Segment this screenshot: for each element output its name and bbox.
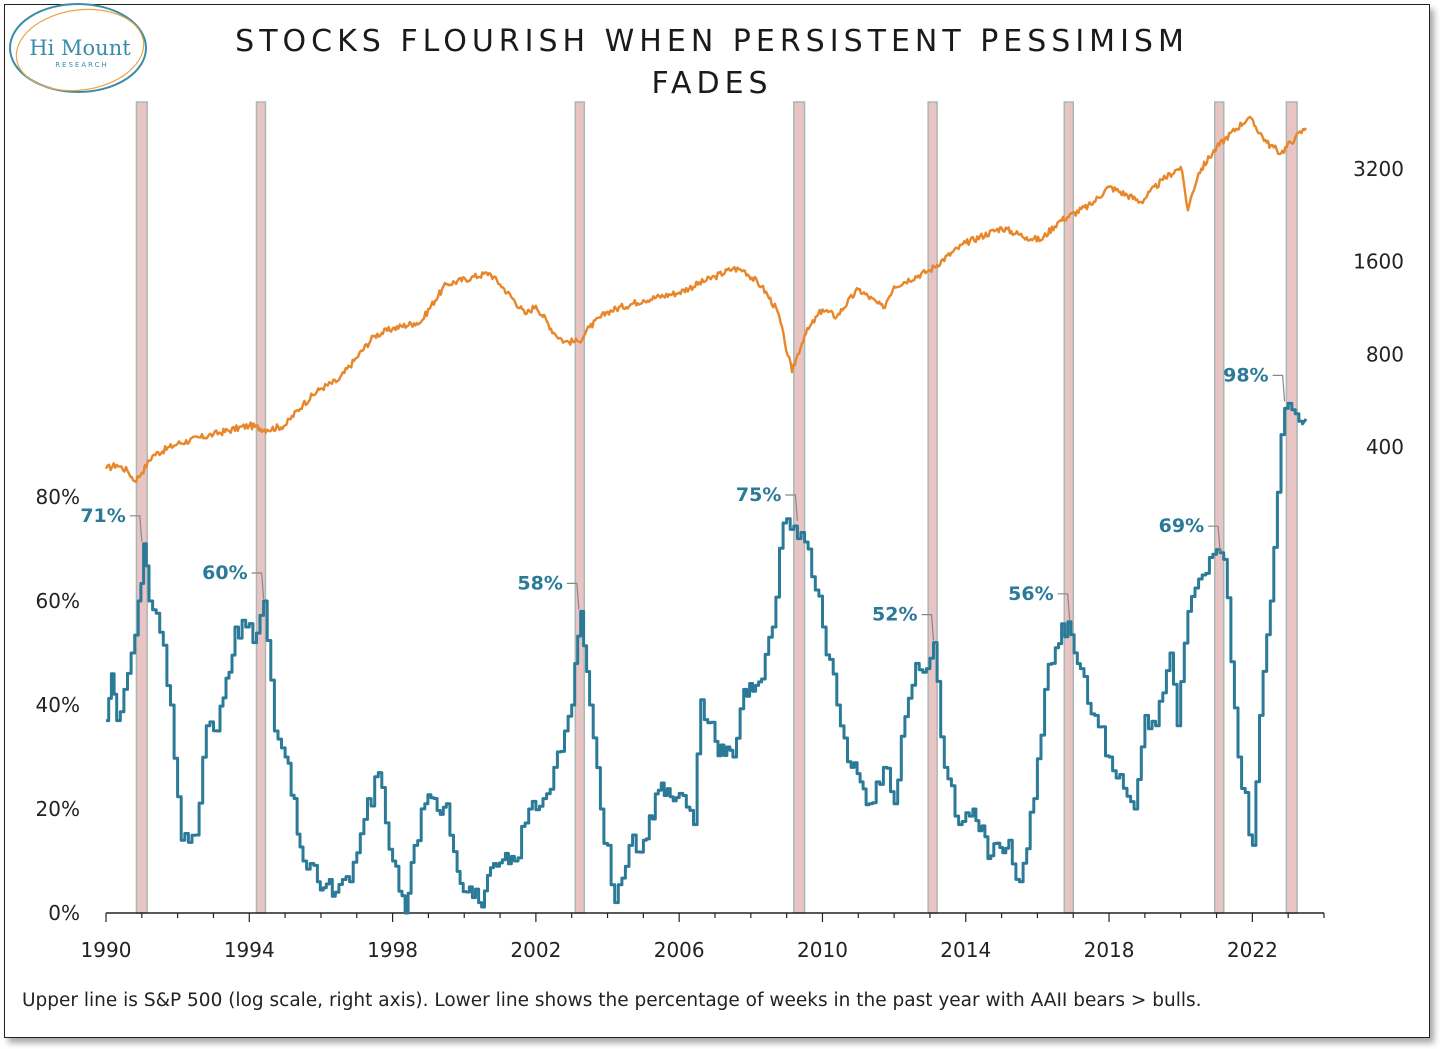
logo-sub-text: RESEARCH <box>55 61 109 69</box>
left-tick-label: 0% <box>48 901 80 925</box>
x-axis: 1990 1994 1998 2002 2006 2010 2014 2018 2022 <box>81 912 1325 962</box>
shaded-period-8 <box>1285 101 1298 914</box>
x-tick-label: 2014 <box>940 938 991 962</box>
chart-title-line1: STOCKS FLOURISH WHEN PERSISTENT PESSIMIS… <box>235 24 1189 59</box>
shaded-period-4 <box>793 101 806 914</box>
annotation-label: 56% <box>1008 583 1053 605</box>
shaded-period-6 <box>1063 101 1075 914</box>
sp500-line <box>104 115 1308 484</box>
left-tick-label: 80% <box>36 485 80 509</box>
logo-ring-blue <box>9 3 147 93</box>
annotation-leader <box>785 494 798 522</box>
x-tick-label: 1990 <box>81 938 132 962</box>
x-tick-label: 1998 <box>367 938 418 962</box>
annotation-leader <box>1057 593 1071 620</box>
right-tick-label: 1600 <box>1353 250 1404 274</box>
x-tick-label: 2002 <box>510 938 561 962</box>
annotation-leader <box>921 613 935 641</box>
shaded-periods <box>135 101 1298 914</box>
annotation-label: 69% <box>1159 515 1204 537</box>
shaded-period-5 <box>927 101 938 914</box>
x-tick-label: 2022 <box>1227 938 1278 962</box>
x-tick-label: 2010 <box>797 938 848 962</box>
bears-line <box>106 401 1308 915</box>
shaded-period-3 <box>574 101 586 914</box>
annotation-label: 71% <box>80 505 125 527</box>
annotation-label: 75% <box>736 484 781 506</box>
annotation-label: 98% <box>1223 364 1268 386</box>
shaded-period-7 <box>1213 101 1225 914</box>
chart-frame <box>4 4 1430 1038</box>
x-tick-label: 2018 <box>1084 938 1135 962</box>
right-tick-label: 400 <box>1366 435 1404 459</box>
annotation-label: 60% <box>202 562 247 584</box>
annotation-label: 58% <box>517 572 562 594</box>
x-tick-label: 2006 <box>654 938 705 962</box>
shaded-period-2 <box>255 101 267 914</box>
annotation-leader <box>1208 525 1221 553</box>
series-lines <box>104 115 1308 915</box>
right-axis: 400 800 1600 3200 <box>1353 157 1404 459</box>
logo-main-text: Hi Mount <box>29 36 131 60</box>
left-tick-label: 20% <box>36 797 80 821</box>
annotation-label: 52% <box>872 604 917 626</box>
left-axis: 0% 20% 40% 60% 80% <box>36 485 80 925</box>
annotation-leader <box>129 515 143 542</box>
peak-annotations: 98% 75% 71% 69% 60% 58% 56% 52% <box>80 364 1286 641</box>
left-tick-label: 40% <box>36 693 80 717</box>
chart-title-line2: FADES <box>651 66 772 101</box>
annotation-leader <box>1272 374 1286 402</box>
left-tick-label: 60% <box>36 589 80 613</box>
x-tick-label: 1994 <box>224 938 275 962</box>
right-tick-label: 3200 <box>1353 157 1404 181</box>
logo: Hi Mount RESEARCH <box>9 3 147 93</box>
annotation-leader <box>566 582 580 610</box>
logo-ring-orange <box>15 8 145 92</box>
annotation-leader <box>251 572 265 600</box>
right-tick-label: 800 <box>1366 342 1404 366</box>
chart-footnote: Upper line is S&P 500 (log scale, right … <box>22 990 1202 1011</box>
shaded-period-1 <box>135 101 148 914</box>
